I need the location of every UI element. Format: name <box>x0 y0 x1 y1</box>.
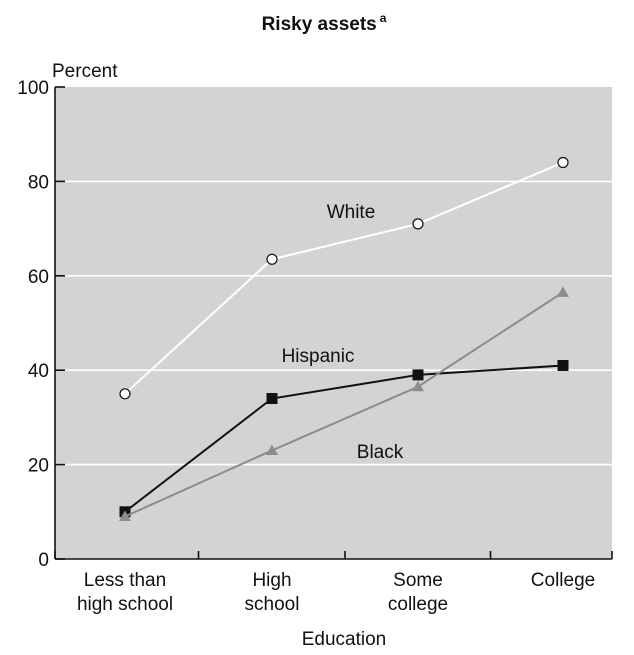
x-tick-label-0: Less than high school <box>77 570 173 615</box>
series-label-hispanic: Hispanic <box>282 346 355 367</box>
plot-background <box>55 87 612 559</box>
y-tick-label-3: 60 <box>28 267 49 288</box>
y-tick-label-5: 100 <box>17 78 49 99</box>
x-tick-label-3-line-0: College <box>531 570 595 591</box>
point-white-0 <box>119 388 131 400</box>
x-tick-label-1-line-1: school <box>245 594 300 615</box>
x-tick-label-2-line-1: college <box>388 594 448 615</box>
series-line-hispanic <box>124 364 564 513</box>
point-black-2 <box>412 380 424 392</box>
series-label-black: Black <box>357 442 404 463</box>
point-hispanic-1 <box>266 393 278 405</box>
x-tick-label-1: High school <box>245 570 300 615</box>
point-white-3 <box>557 156 569 169</box>
point-black-1 <box>266 444 278 455</box>
point-white-2 <box>412 218 424 230</box>
point-white-1 <box>266 253 278 265</box>
series-line-black <box>124 291 564 518</box>
y-tick-label-0: 0 <box>38 550 49 571</box>
chart-title-superscript: a <box>380 11 387 25</box>
point-hispanic-2 <box>412 369 424 381</box>
x-axis-label: Education <box>302 629 387 650</box>
chart-title-text: Risky assets <box>262 14 377 35</box>
series-label-white: White <box>327 202 376 223</box>
y-tick-label-1: 20 <box>28 456 49 477</box>
point-black-0 <box>119 510 131 522</box>
x-tick-label-2: Some college <box>388 570 448 615</box>
x-tick-label-2-line-0: Some <box>393 570 443 591</box>
x-tick-label-0-line-0: Less than <box>84 570 166 591</box>
chart-title: Risky assets a <box>262 11 387 35</box>
x-tick-label-0-line-1: high school <box>77 594 173 615</box>
x-tick-label-3: College <box>531 570 595 591</box>
y-tick-label-2: 40 <box>28 361 49 382</box>
y-tick-label-4: 80 <box>28 172 49 193</box>
point-black-3 <box>557 286 569 297</box>
plot-area: 0 20 40 60 80 100 Less than high school High scho… <box>17 78 613 615</box>
point-hispanic-3 <box>557 359 569 371</box>
series-line-white <box>124 161 564 395</box>
x-tick-label-1-line-0: High <box>252 570 291 591</box>
y-axis-label: Percent <box>52 61 118 82</box>
